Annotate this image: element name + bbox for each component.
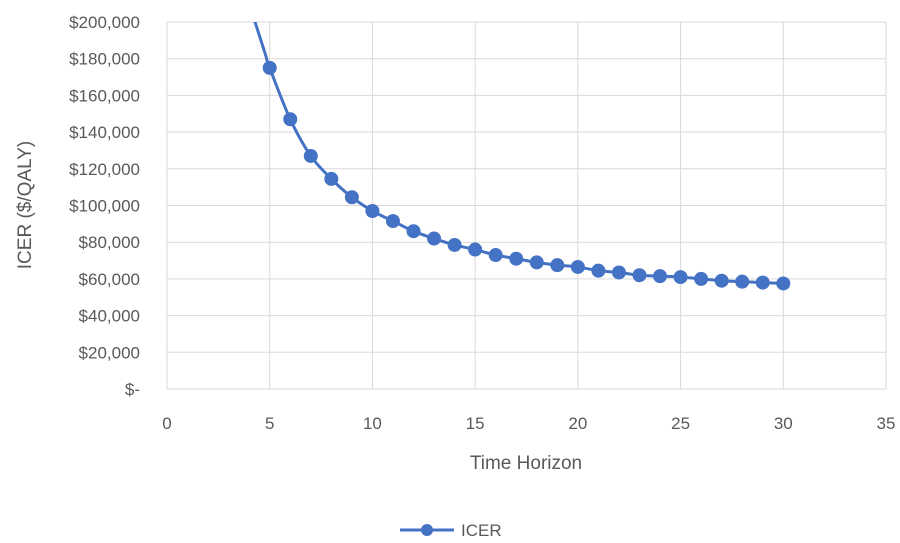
series-line-icer [253, 22, 784, 285]
legend: ICER [400, 521, 502, 540]
data-point-marker [714, 273, 729, 288]
x-tick-label: 10 [363, 414, 382, 433]
legend-marker-swatch [421, 524, 433, 536]
data-point-marker [529, 255, 544, 270]
data-point-marker [324, 171, 339, 186]
y-tick-label: $20,000 [79, 343, 140, 362]
y-tick-label: $180,000 [69, 50, 140, 69]
data-point-marker [776, 276, 791, 291]
y-axis-title: ICER ($/QALY) [15, 141, 36, 269]
data-point-marker [344, 190, 359, 205]
y-axis-tick-labels: $- $20,000 $40,000 $60,000 $80,000 $100,000 $1… [69, 13, 140, 399]
marker-layer [262, 60, 791, 291]
data-point-marker [591, 263, 606, 278]
data-point-marker [406, 224, 421, 239]
x-tick-label: 25 [671, 414, 690, 433]
data-point-marker [468, 242, 483, 257]
data-point-marker [694, 271, 709, 286]
x-tick-label: 35 [877, 414, 896, 433]
x-tick-label: 15 [466, 414, 485, 433]
data-point-marker [427, 231, 442, 246]
data-point-marker [611, 265, 626, 280]
x-axis-title: Time Horizon [470, 453, 582, 474]
x-axis-tick-labels: 0 5 10 15 20 25 30 35 [162, 414, 895, 433]
data-point-marker [365, 204, 380, 219]
y-tick-label: $120,000 [69, 160, 140, 179]
data-point-marker [653, 269, 668, 284]
data-point-marker [283, 112, 298, 127]
data-point-marker [488, 248, 503, 263]
data-point-marker [550, 258, 565, 273]
y-tick-label: $160,000 [69, 86, 140, 105]
x-tick-label: 5 [265, 414, 274, 433]
data-point-marker [735, 274, 750, 289]
series-layer [253, 22, 784, 285]
grid-lines [166, 21, 887, 390]
data-point-marker [755, 275, 770, 290]
y-tick-label: $80,000 [79, 233, 140, 252]
y-tick-label: $40,000 [79, 307, 140, 326]
legend-label: ICER [461, 521, 502, 538]
data-point-marker [303, 148, 318, 163]
data-point-marker [632, 268, 647, 283]
data-point-marker [447, 237, 462, 252]
y-tick-label: $140,000 [69, 123, 140, 142]
data-point-marker [262, 60, 277, 75]
x-tick-label: 30 [774, 414, 793, 433]
data-point-marker [509, 251, 524, 266]
y-tick-label: $200,000 [69, 13, 140, 32]
y-tick-label: $100,000 [69, 197, 140, 216]
data-point-marker [673, 270, 688, 285]
y-tick-label: $60,000 [79, 270, 140, 289]
x-tick-label: 20 [568, 414, 587, 433]
x-tick-label: 0 [162, 414, 171, 433]
data-point-marker [385, 214, 400, 229]
data-point-marker [570, 259, 585, 274]
y-tick-label: $- [125, 380, 140, 399]
